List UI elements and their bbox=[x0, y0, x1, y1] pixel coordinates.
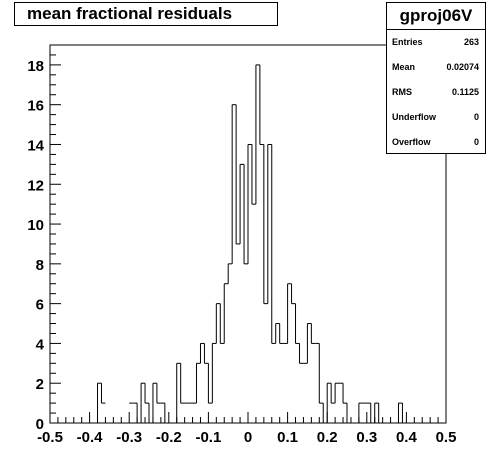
stats-row-rms: RMS 0.1125 bbox=[387, 80, 485, 105]
y-tick-label: 8 bbox=[36, 257, 44, 274]
x-tick-label: 0.2 bbox=[317, 429, 338, 446]
x-axis-tick-labels: -0.5 -0.4 -0.3 -0.2 -0.1 0 0.1 0.2 0.3 0.4 0.5 bbox=[37, 429, 456, 446]
stats-title: gproj06V bbox=[387, 3, 485, 30]
y-tick-label: 4 bbox=[36, 336, 45, 353]
y-tick-label: 18 bbox=[27, 58, 44, 75]
x-tick-label: 0 bbox=[244, 429, 252, 446]
stats-box: gproj06V Entries 263 Mean 0.02074 RMS 0.… bbox=[386, 2, 486, 154]
x-tick-label: 0.3 bbox=[356, 429, 377, 446]
x-tick-label: 0.4 bbox=[396, 429, 418, 446]
y-tick-label: 10 bbox=[27, 217, 44, 234]
stats-row-entries: Entries 263 bbox=[387, 30, 485, 55]
x-tick-label: -0.3 bbox=[116, 429, 142, 446]
x-tick-label: 0.1 bbox=[277, 429, 298, 446]
stats-label: Overflow bbox=[392, 137, 431, 147]
x-tick-label: 0.5 bbox=[436, 429, 457, 446]
stats-value: 0.02074 bbox=[446, 62, 479, 72]
axis-ticks bbox=[49, 54, 447, 424]
y-tick-label: 14 bbox=[27, 137, 44, 154]
x-tick-label: -0.2 bbox=[156, 429, 182, 446]
y-tick-label: 0 bbox=[36, 416, 44, 433]
stats-row-mean: Mean 0.02074 bbox=[387, 55, 485, 80]
stats-value: 0.1125 bbox=[451, 87, 479, 97]
y-tick-label: 16 bbox=[27, 98, 44, 115]
x-tick-label: -0.4 bbox=[77, 429, 104, 446]
y-tick-label: 12 bbox=[27, 177, 44, 194]
y-axis-tick-labels: 0 2 4 6 8 10 12 14 16 18 bbox=[27, 58, 44, 433]
stats-label: Mean bbox=[392, 62, 416, 72]
plot-title: mean fractional residuals bbox=[14, 2, 278, 26]
stats-value: 0 bbox=[473, 112, 479, 122]
y-tick-label: 6 bbox=[36, 297, 44, 314]
stats-label: RMS bbox=[392, 87, 412, 97]
plot-title-text: mean fractional residuals bbox=[27, 4, 233, 23]
x-tick-label: -0.1 bbox=[195, 429, 221, 446]
y-tick-label: 2 bbox=[36, 376, 44, 393]
x-tick-label: -0.5 bbox=[37, 429, 63, 446]
stats-row-underflow: Underflow 0 bbox=[387, 105, 485, 130]
stats-value: 0 bbox=[473, 137, 479, 147]
stats-label: Entries bbox=[392, 37, 423, 47]
stats-value: 263 bbox=[463, 37, 479, 47]
stats-row-overflow: Overflow 0 bbox=[387, 130, 485, 155]
histogram-bars bbox=[97, 64, 407, 424]
stats-label: Underflow bbox=[392, 112, 436, 122]
